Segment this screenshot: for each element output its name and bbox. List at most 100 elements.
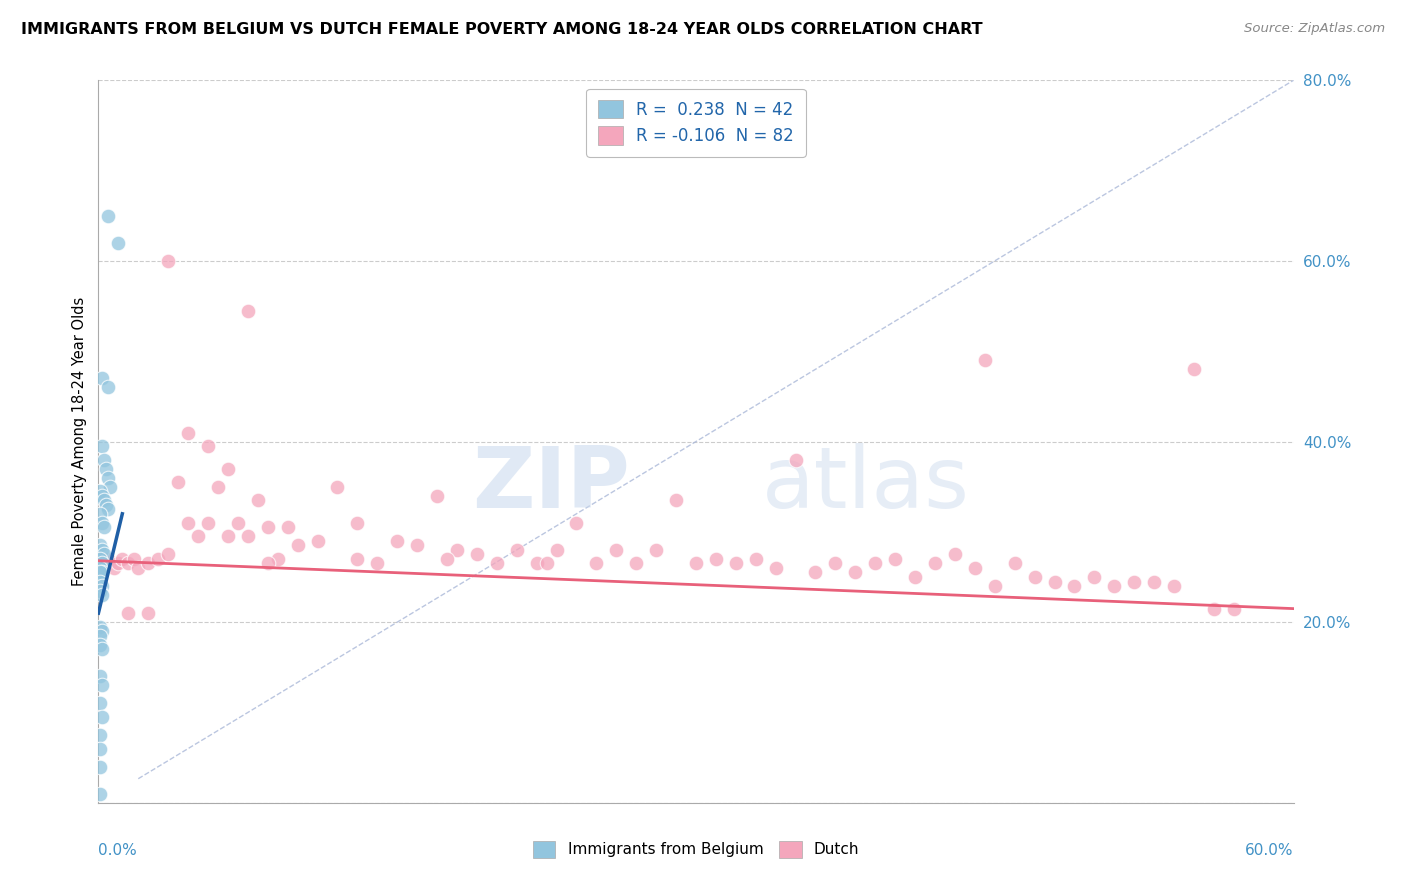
Point (89, 629, 111, 643)
Point (506, 542, 529, 557)
Point (436, 552, 458, 566)
Point (804, 566, 827, 580)
Point (136, 606, 159, 620)
Point (91, 489, 114, 503)
Point (89, 669, 111, 683)
Point (824, 557, 846, 571)
Text: 60.0%: 60.0% (1246, 843, 1294, 857)
Point (111, 552, 134, 566)
Point (236, 529, 259, 543)
Point (307, 533, 329, 548)
Point (91, 642, 114, 657)
Point (1004, 557, 1026, 571)
Point (785, 452, 807, 467)
Point (97, 471, 120, 485)
Point (246, 493, 269, 508)
Point (546, 542, 568, 557)
Point (287, 538, 309, 552)
Point (91, 579, 114, 593)
Point (124, 552, 146, 566)
Point (91, 439, 114, 453)
Point (89, 697, 111, 711)
Point (665, 493, 688, 508)
Point (217, 461, 239, 475)
Point (93, 548, 115, 562)
Y-axis label: Female Poverty Among 18-24 Year Olds: Female Poverty Among 18-24 Year Olds (72, 297, 87, 586)
Point (91, 588, 114, 602)
Point (89, 583, 111, 598)
Point (207, 480, 229, 494)
Point (177, 425, 200, 440)
Text: Source: ZipAtlas.com: Source: ZipAtlas.com (1244, 22, 1385, 36)
Point (645, 542, 668, 557)
Point (89, 561, 111, 575)
Point (226, 516, 249, 530)
Point (536, 557, 558, 571)
Point (385, 533, 409, 548)
Point (605, 542, 627, 557)
Point (91, 371, 114, 385)
Point (89, 638, 111, 652)
Point (93, 493, 115, 508)
Point (89, 787, 111, 801)
Point (89, 538, 111, 552)
Point (844, 566, 866, 580)
Point (89, 760, 111, 774)
Point (1083, 570, 1105, 584)
Point (91, 566, 114, 580)
Point (724, 557, 747, 571)
Point (89, 484, 111, 499)
Point (91, 557, 114, 571)
Point (96, 461, 118, 475)
Point (97, 209, 120, 223)
Legend: Immigrants from Belgium, Dutch: Immigrants from Belgium, Dutch (526, 835, 866, 863)
Point (127, 561, 149, 575)
Point (236, 303, 259, 318)
Point (107, 235, 129, 250)
Point (256, 520, 278, 534)
Text: ZIP: ZIP (472, 443, 630, 526)
Point (943, 548, 966, 562)
Point (117, 606, 139, 620)
Point (704, 552, 727, 566)
Text: 0.0%: 0.0% (98, 843, 138, 857)
Point (89, 741, 111, 756)
Point (97, 380, 120, 394)
Point (565, 516, 588, 530)
Point (963, 561, 986, 575)
Point (96, 498, 118, 512)
Point (93, 452, 115, 467)
Point (91, 516, 114, 530)
Point (97, 552, 120, 566)
Point (745, 552, 768, 566)
Point (267, 552, 290, 566)
Point (465, 548, 488, 562)
Point (89, 552, 111, 566)
Point (1043, 574, 1066, 589)
Point (197, 516, 219, 530)
Point (107, 557, 129, 571)
Point (1182, 362, 1205, 376)
Point (157, 254, 180, 268)
Point (485, 557, 508, 571)
Point (187, 529, 209, 543)
Point (93, 520, 115, 534)
Point (89, 728, 111, 742)
Text: IMMIGRANTS FROM BELGIUM VS DUTCH FEMALE POVERTY AMONG 18-24 YEAR OLDS CORRELATIO: IMMIGRANTS FROM BELGIUM VS DUTCH FEMALE … (21, 22, 983, 37)
Point (277, 520, 299, 534)
Point (177, 516, 200, 530)
Point (884, 552, 907, 566)
Point (346, 552, 368, 566)
Point (136, 557, 159, 571)
Point (89, 574, 111, 589)
Point (765, 561, 787, 575)
Point (1202, 601, 1225, 615)
Point (1143, 574, 1166, 589)
Point (117, 557, 139, 571)
Text: atlas: atlas (762, 443, 970, 526)
Point (865, 557, 887, 571)
Point (97, 502, 120, 516)
Point (217, 529, 239, 543)
Point (91, 678, 114, 692)
Point (89, 566, 111, 580)
